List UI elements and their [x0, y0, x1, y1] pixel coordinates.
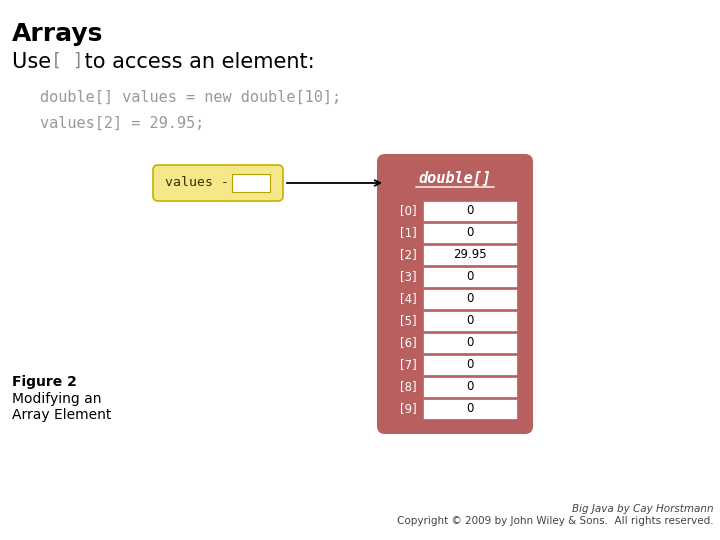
- Text: [ ]: [ ]: [51, 52, 84, 70]
- Text: [1]: [1]: [400, 226, 416, 240]
- Text: Use: Use: [12, 52, 58, 72]
- Text: [7]: [7]: [400, 359, 416, 372]
- Text: double[] values = new double[10];: double[] values = new double[10];: [40, 90, 341, 105]
- Text: Array Element: Array Element: [12, 408, 112, 422]
- Text: values[2] = 29.95;: values[2] = 29.95;: [40, 116, 204, 131]
- Text: 0: 0: [467, 402, 474, 415]
- Text: [0]: [0]: [400, 205, 416, 218]
- Text: [4]: [4]: [400, 293, 416, 306]
- Text: Modifying an: Modifying an: [12, 392, 102, 406]
- Text: 0: 0: [467, 226, 474, 240]
- Text: Copyright © 2009 by John Wiley & Sons.  All rights reserved.: Copyright © 2009 by John Wiley & Sons. A…: [397, 516, 714, 526]
- Text: [3]: [3]: [400, 271, 416, 284]
- Bar: [423, 223, 517, 243]
- FancyBboxPatch shape: [153, 165, 283, 201]
- Bar: [423, 267, 517, 287]
- Text: Figure 2: Figure 2: [12, 375, 77, 389]
- Text: 0: 0: [467, 293, 474, 306]
- Text: double[]: double[]: [418, 171, 492, 186]
- Bar: [423, 311, 517, 331]
- Bar: [423, 377, 517, 397]
- FancyBboxPatch shape: [377, 154, 533, 434]
- Bar: [232, 174, 270, 192]
- Text: 0: 0: [467, 336, 474, 349]
- Text: to access an element:: to access an element:: [78, 52, 315, 72]
- Text: 0: 0: [467, 381, 474, 394]
- Text: Big Java by Cay Horstmann: Big Java by Cay Horstmann: [572, 504, 714, 514]
- Text: 0: 0: [467, 314, 474, 327]
- Text: values -: values -: [165, 177, 229, 190]
- Text: 29.95: 29.95: [453, 248, 487, 261]
- Text: 0: 0: [467, 205, 474, 218]
- Bar: [423, 289, 517, 309]
- Bar: [423, 355, 517, 375]
- Text: [2]: [2]: [400, 248, 416, 261]
- Text: 0: 0: [467, 359, 474, 372]
- Text: [8]: [8]: [400, 381, 416, 394]
- Bar: [423, 201, 517, 221]
- Bar: [423, 333, 517, 353]
- Bar: [423, 245, 517, 265]
- Text: [5]: [5]: [400, 314, 416, 327]
- Text: [6]: [6]: [400, 336, 416, 349]
- Text: [9]: [9]: [400, 402, 416, 415]
- Text: Arrays: Arrays: [12, 22, 104, 46]
- Bar: [423, 399, 517, 419]
- Text: 0: 0: [467, 271, 474, 284]
